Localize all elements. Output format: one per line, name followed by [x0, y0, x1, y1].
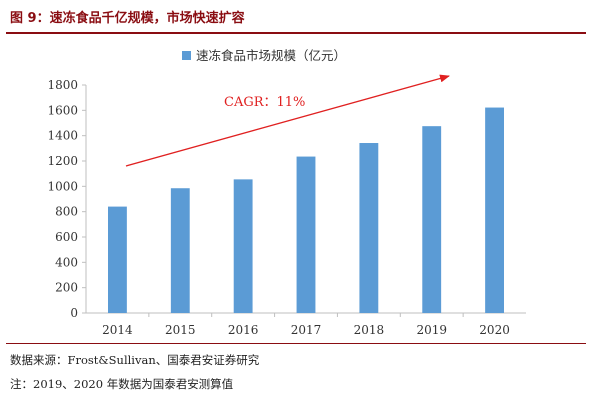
footnote: 注：2019、2020 年数据为国泰君安测算值 — [10, 377, 234, 391]
y-tick-label: 400 — [55, 255, 78, 269]
bar-2020 — [485, 107, 504, 314]
x-tick-label: 2018 — [354, 323, 385, 337]
y-tick-label: 0 — [70, 306, 78, 320]
y-tick-label: 800 — [55, 205, 78, 219]
bar-chart: 速冻食品市场规模（亿元） 0 200 400 600 800 1000 1200 1400 16… — [47, 48, 526, 337]
y-tick-label: 1600 — [47, 103, 78, 117]
legend-label: 速冻食品市场规模（亿元） — [196, 48, 346, 63]
x-tick-label: 2020 — [479, 323, 510, 337]
footer-divider — [6, 343, 586, 344]
x-tick-label: 2017 — [291, 323, 322, 337]
y-tick-label: 600 — [55, 230, 78, 244]
bar-2016 — [233, 179, 253, 313]
y-axis: 0 200 400 600 800 1000 1200 1400 1600 1800 — [47, 78, 87, 320]
x-tick-label: 2016 — [228, 323, 259, 337]
legend-swatch — [182, 51, 191, 60]
y-tick-label: 1200 — [47, 154, 78, 168]
cagr-annotation: CAGR：11% — [125, 74, 450, 167]
bar-2019 — [422, 126, 442, 314]
bar-2014 — [108, 206, 127, 313]
x-axis: 2014 2015 2016 2017 2018 2019 2020 — [86, 312, 526, 337]
y-tick-label: 1000 — [47, 179, 78, 193]
bar-2015 — [170, 188, 190, 313]
figure-title: 图 9：速冻食品千亿规模，市场快速扩容 — [10, 11, 245, 26]
source-note: 数据来源：Frost&Sullivan、国泰君安证券研究 — [10, 353, 260, 367]
bar-2018 — [359, 143, 379, 313]
x-tick-label: 2014 — [102, 323, 133, 337]
trend-arrow — [125, 74, 450, 167]
y-tick-label: 1800 — [47, 78, 78, 92]
x-tick-label: 2015 — [165, 323, 196, 337]
title-divider — [6, 32, 586, 34]
y-tick-label: 200 — [55, 281, 78, 295]
y-tick-label: 1400 — [47, 129, 78, 143]
chart-legend: 速冻食品市场规模（亿元） — [182, 48, 346, 63]
bar-2017 — [296, 156, 316, 313]
cagr-label: CAGR：11% — [224, 95, 305, 110]
x-tick-label: 2019 — [416, 323, 447, 337]
bar-series — [108, 107, 504, 314]
